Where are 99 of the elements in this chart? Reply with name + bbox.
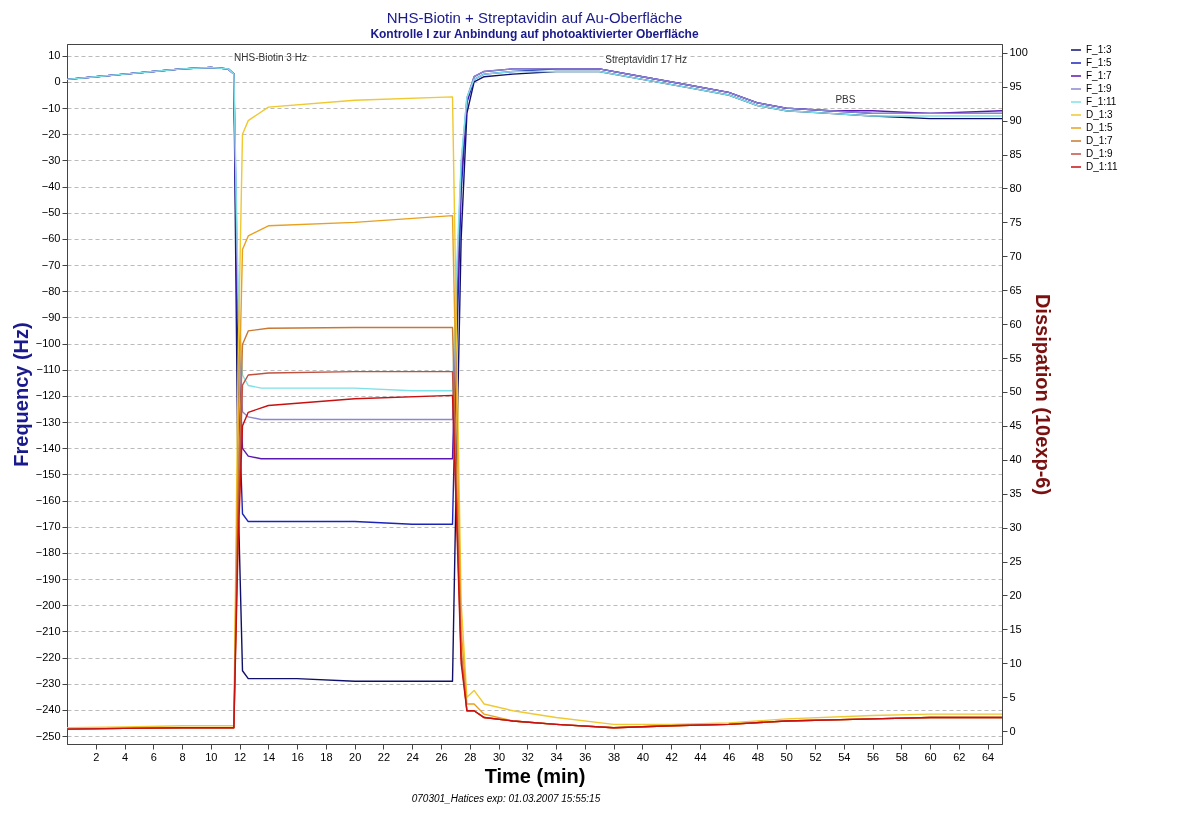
y2-tick-label: 25 <box>1009 555 1022 568</box>
chart-title: NHS-Biotin + Streptavidin auf Au-Oberfläche <box>386 9 683 26</box>
legend-label: D_1:7 <box>1086 135 1114 146</box>
x-tick-label: 4 <box>121 750 129 763</box>
legend-label: D_1:9 <box>1086 148 1114 159</box>
y-tick-label: −120 <box>35 389 61 402</box>
x-tick-label: 18 <box>320 750 333 763</box>
y-axis-title: Frequency (Hz) <box>9 322 32 467</box>
y-tick-label: −60 <box>41 232 61 245</box>
x-tick-label: 20 <box>349 750 362 763</box>
x-tick-label: 30 <box>492 750 506 763</box>
legend-label: D_1:11 <box>1086 161 1118 172</box>
legend-label: D_1:5 <box>1086 122 1114 133</box>
y-tick-label: −180 <box>35 546 61 559</box>
x-tick-label: 50 <box>780 750 793 763</box>
x-tick-label: 64 <box>981 750 995 763</box>
y-tick-label: −80 <box>41 284 61 297</box>
x-tick-label: 10 <box>205 750 218 763</box>
legend-label: F_1:5 <box>1086 57 1113 68</box>
y2-tick-label: 70 <box>1009 249 1022 262</box>
x-tick-label: 34 <box>550 750 563 763</box>
y2-tick-label: 50 <box>1009 385 1022 398</box>
x-tick-label: 38 <box>607 750 621 763</box>
y2-tick-label: 30 <box>1009 521 1022 534</box>
y-tick-label: −230 <box>35 677 61 690</box>
y-tick-label: −210 <box>35 624 61 637</box>
y2-tick-label: 65 <box>1009 283 1022 296</box>
y2-tick-label: 35 <box>1009 487 1022 500</box>
x-tick-label: 48 <box>751 750 765 763</box>
y2-tick-label: 55 <box>1009 351 1022 364</box>
x-axis-title: Time (min) <box>484 764 586 787</box>
y-tick-label: −200 <box>35 598 61 611</box>
y-tick-label: −30 <box>41 153 61 166</box>
y2-tick-label: 80 <box>1009 181 1022 194</box>
x-tick-label: 28 <box>464 750 477 763</box>
annotation: PBS <box>835 93 856 105</box>
x-tick-label: 56 <box>866 750 880 763</box>
y2-tick-label: 5 <box>1009 690 1016 703</box>
annotation: NHS-Biotin 3 Hz <box>234 51 307 63</box>
x-tick-label: 62 <box>953 750 966 763</box>
y-tick-label: −220 <box>35 651 61 664</box>
x-tick-label: 40 <box>636 750 650 763</box>
y2-tick-label: 100 <box>1009 46 1028 59</box>
x-tick-label: 14 <box>262 750 276 763</box>
chart-subtitle: Kontrolle I zur Anbindung auf photoaktivierter Oberfläche <box>370 27 699 41</box>
y2-tick-label: 10 <box>1009 656 1022 669</box>
y-tick-label: −70 <box>41 258 61 271</box>
x-tick-label: 22 <box>377 750 391 763</box>
y2-tick-label: 15 <box>1009 622 1022 635</box>
x-tick-label: 46 <box>723 750 736 763</box>
x-tick-label: 52 <box>809 750 822 763</box>
x-tick-label: 2 <box>93 750 100 763</box>
x-tick-label: 42 <box>665 750 678 763</box>
x-tick-label: 54 <box>838 750 851 763</box>
x-tick-label: 6 <box>150 750 157 763</box>
y2-axis-title: Dissipation (10exp-6) <box>1031 293 1054 496</box>
y2-tick-label: 40 <box>1009 453 1022 466</box>
legend-label: F_1:9 <box>1086 83 1113 94</box>
y-tick-label: −90 <box>41 310 61 323</box>
y-tick-label: 10 <box>48 49 61 62</box>
y-tick-label: −190 <box>35 572 61 585</box>
x-tick-label: 26 <box>435 750 448 763</box>
y-tick-label: −100 <box>35 337 61 350</box>
y2-tick-label: 45 <box>1009 419 1022 432</box>
y-tick-label: −10 <box>41 101 61 114</box>
legend-label: F_1:11 <box>1086 96 1117 107</box>
y-tick-label: −160 <box>35 494 61 507</box>
x-tick-label: 16 <box>291 750 304 763</box>
y2-tick-label: 75 <box>1009 215 1022 228</box>
y-tick-label: −150 <box>35 467 61 480</box>
y2-tick-label: 90 <box>1009 114 1022 127</box>
y-tick-label: −170 <box>35 520 61 533</box>
text: 070301_Hatices exp: 01.03.2007 15:55:15 <box>410 793 602 804</box>
legend-label: F_1:7 <box>1086 70 1113 81</box>
y-tick-label: −20 <box>41 127 61 140</box>
legend-label: D_1:3 <box>1086 109 1114 120</box>
y-tick-label: 0 <box>54 75 61 88</box>
y2-tick-label: 95 <box>1009 80 1022 93</box>
x-tick-label: 8 <box>179 750 186 763</box>
y-tick-label: −40 <box>41 180 61 193</box>
y-tick-label: −50 <box>41 206 61 219</box>
x-tick-label: 60 <box>924 750 937 763</box>
y2-tick-label: 60 <box>1009 317 1022 330</box>
y-tick-label: −130 <box>35 415 61 428</box>
x-tick-label: 58 <box>895 750 908 763</box>
x-tick-label: 44 <box>694 750 707 763</box>
x-tick-label: 12 <box>233 750 247 763</box>
y-tick-label: −140 <box>35 441 61 454</box>
y2-tick-label: 20 <box>1009 588 1022 601</box>
legend-label: F_1:3 <box>1086 44 1113 55</box>
x-tick-label: 24 <box>406 750 419 763</box>
y-tick-label: −110 <box>36 363 61 376</box>
y2-tick-label: 0 <box>1009 724 1016 737</box>
x-tick-label: 36 <box>579 750 592 763</box>
y-tick-label: −240 <box>35 703 61 716</box>
y2-tick-label: 85 <box>1009 148 1022 161</box>
y-tick-label: −250 <box>35 729 61 742</box>
x-tick-label: 32 <box>521 750 534 763</box>
annotation: Streptavidin 17 Hz <box>605 54 687 66</box>
